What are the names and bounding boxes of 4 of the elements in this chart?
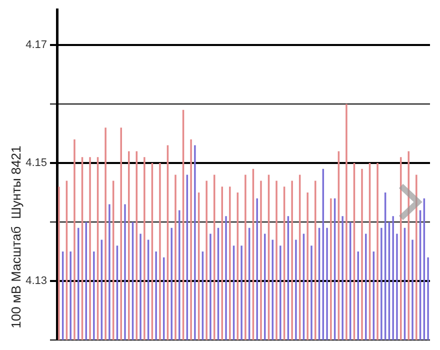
y-tick-label: 4.13 [26,275,47,288]
y-axis-title: 100 мВ Масштаб Шунты 8421 [8,146,24,328]
y-tick-label: 4.15 [26,157,47,170]
y-tick-label: 4.17 [26,39,47,52]
